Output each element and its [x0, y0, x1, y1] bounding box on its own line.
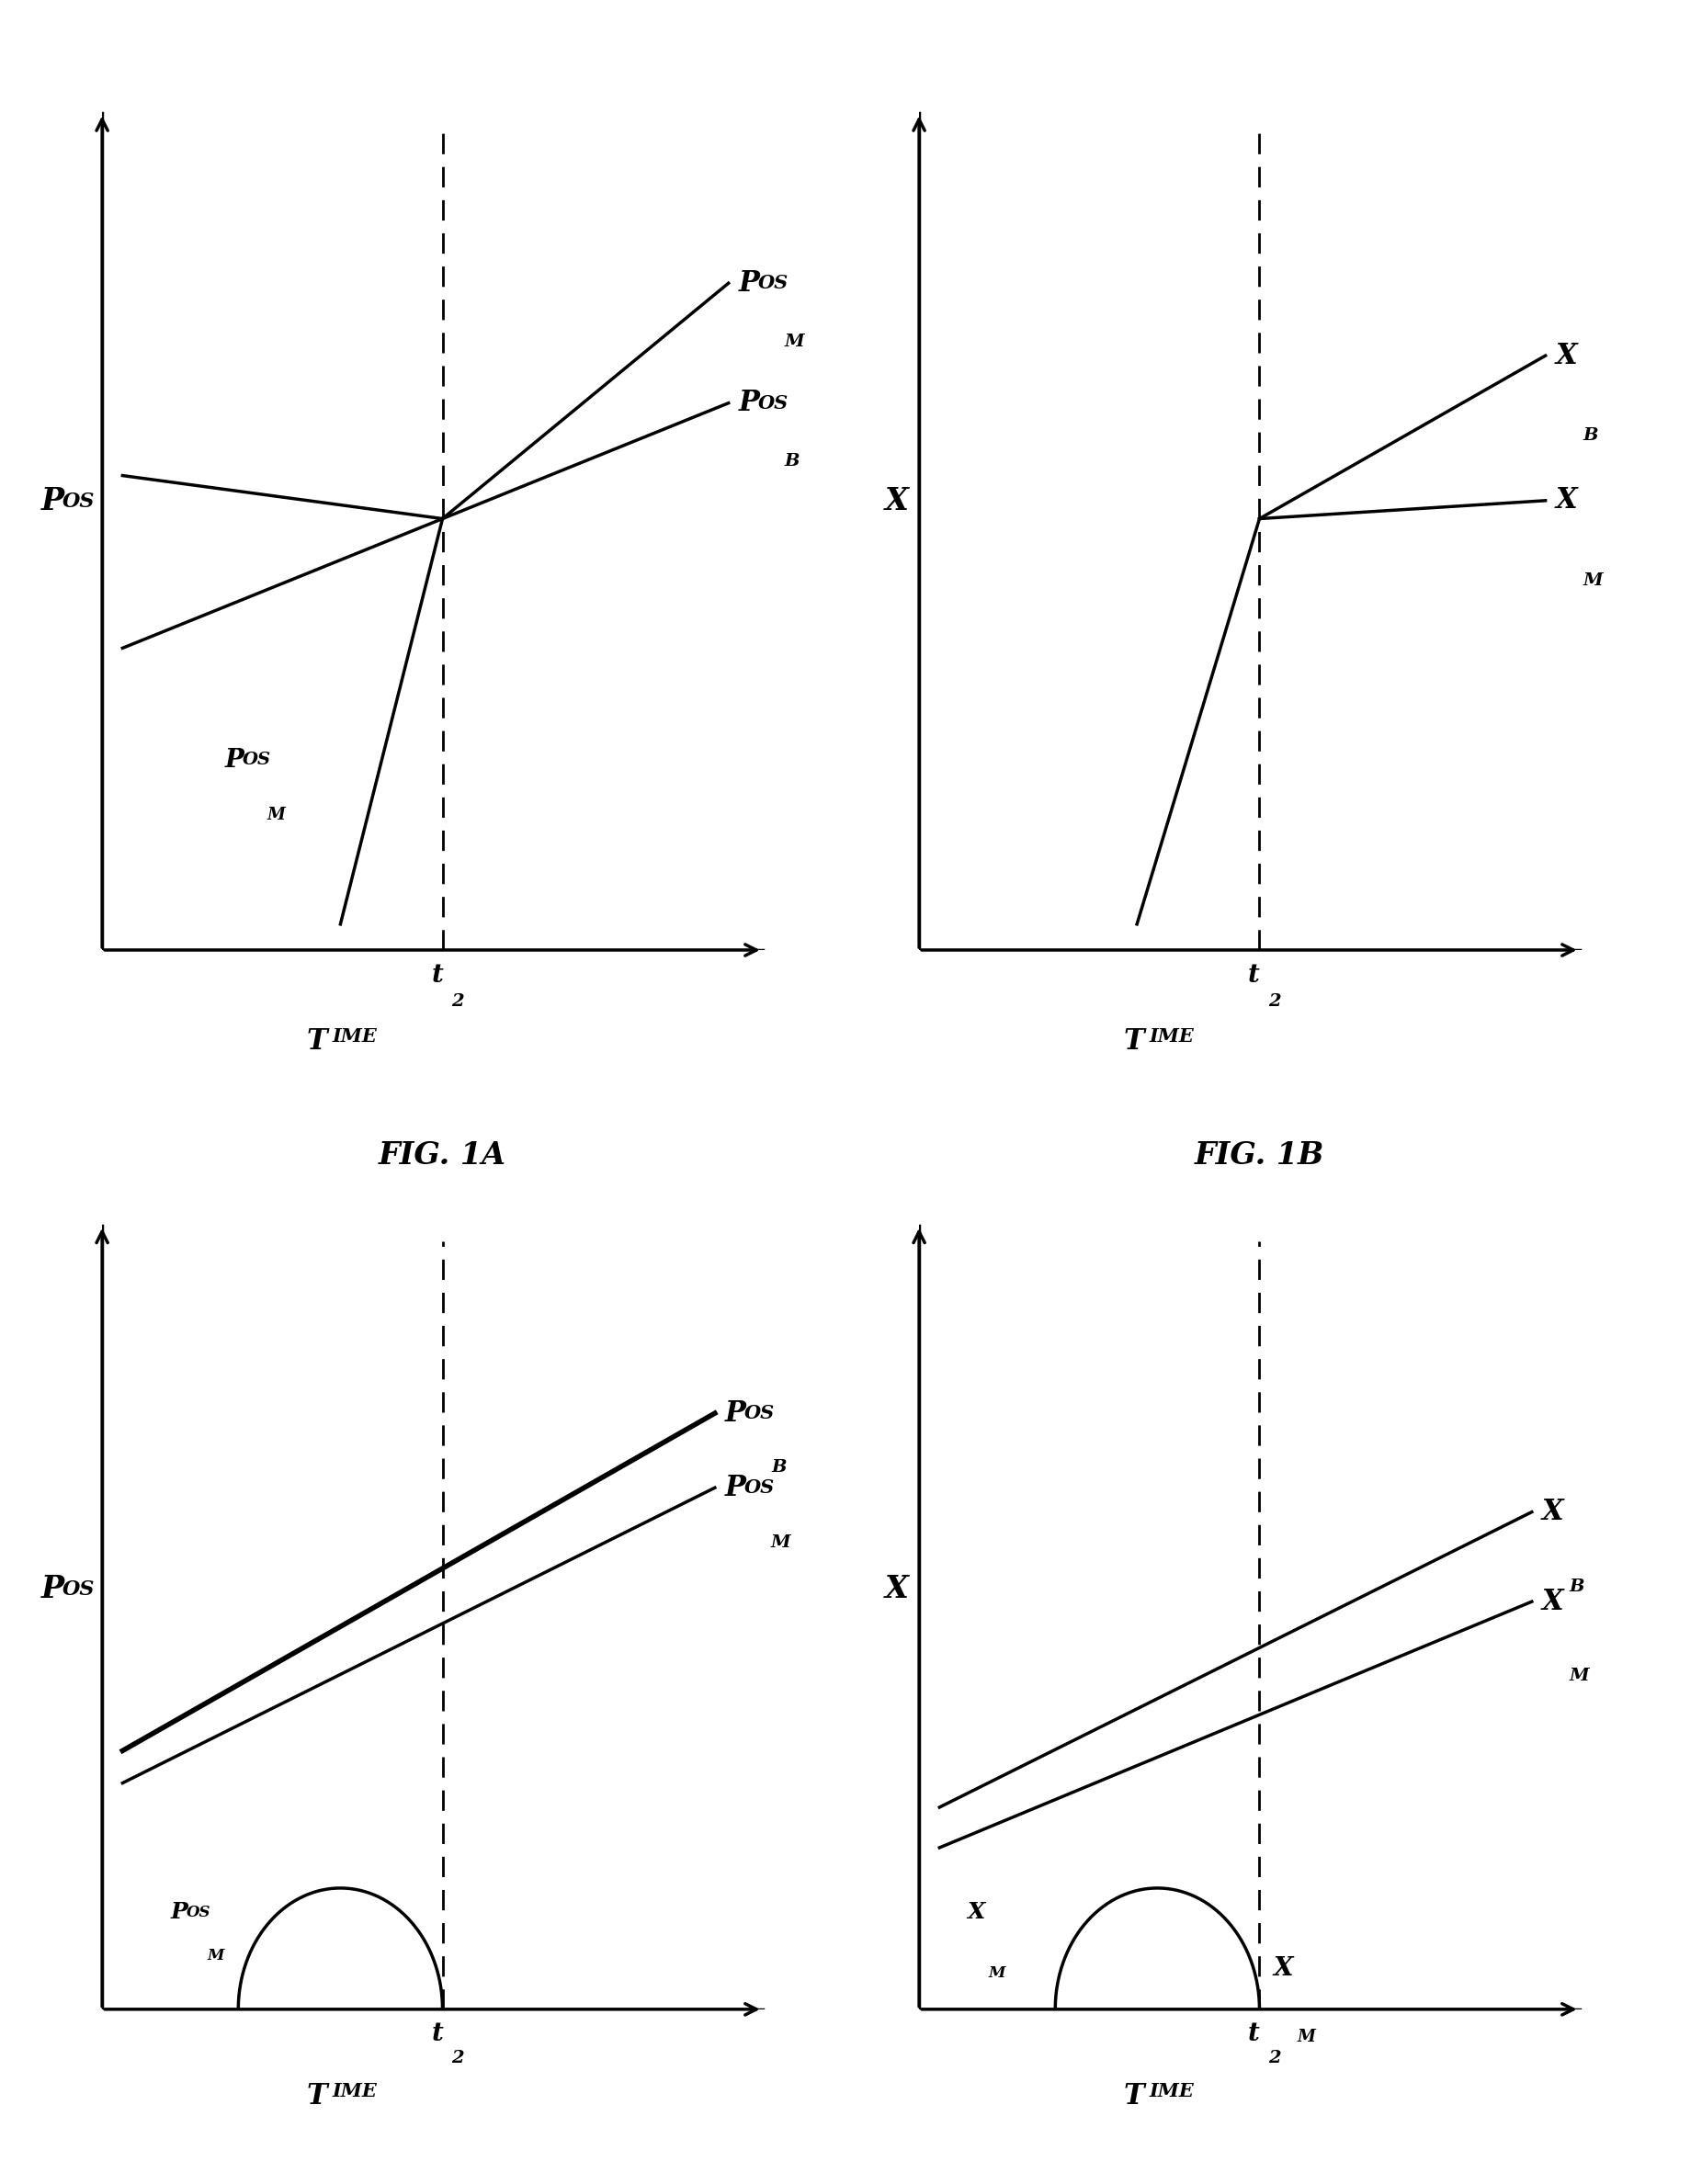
- Text: P: P: [739, 269, 759, 297]
- Text: P: P: [725, 1400, 745, 1428]
- Text: P: P: [41, 487, 65, 518]
- Text: X: X: [1556, 487, 1578, 515]
- Text: OS: OS: [757, 273, 788, 293]
- Text: M: M: [267, 806, 286, 823]
- Text: IME: IME: [1149, 1029, 1193, 1046]
- Text: t: t: [1248, 2022, 1259, 2046]
- Text: FIG. 1B: FIG. 1B: [1195, 1140, 1324, 1171]
- Text: M: M: [208, 1948, 225, 1963]
- Text: M: M: [1569, 1669, 1590, 1684]
- Text: OS: OS: [744, 1404, 774, 1422]
- Text: OS: OS: [744, 1479, 774, 1496]
- Text: P: P: [41, 1575, 65, 1605]
- Text: T: T: [306, 2081, 327, 2110]
- Text: T: T: [1123, 2081, 1144, 2110]
- Text: IME: IME: [332, 1029, 376, 1046]
- Text: M: M: [1583, 572, 1603, 587]
- Text: T: T: [1123, 1029, 1144, 1057]
- Text: B: B: [1569, 1579, 1585, 1594]
- Text: X: X: [1542, 1498, 1564, 1527]
- Text: B: B: [771, 1459, 786, 1476]
- Text: OS: OS: [242, 751, 271, 769]
- Text: T: T: [306, 1029, 327, 1057]
- Text: M: M: [771, 1533, 791, 1551]
- Text: OS: OS: [61, 1579, 95, 1599]
- Text: X: X: [967, 1902, 984, 1924]
- Text: M: M: [785, 334, 805, 349]
- Text: t: t: [1248, 963, 1259, 987]
- Text: t: t: [431, 2022, 443, 2046]
- Text: X: X: [885, 1575, 909, 1605]
- Text: P: P: [725, 1474, 745, 1503]
- Text: t: t: [431, 963, 443, 987]
- Text: P: P: [739, 389, 759, 417]
- Text: X: X: [1273, 1957, 1294, 1981]
- Text: M: M: [1297, 2029, 1316, 2044]
- Text: B: B: [785, 452, 800, 470]
- Text: X: X: [1556, 341, 1578, 369]
- Text: OS: OS: [757, 393, 788, 413]
- Text: X: X: [1542, 1588, 1564, 1616]
- Text: OS: OS: [61, 491, 95, 511]
- Text: FIG. 1A: FIG. 1A: [378, 1140, 507, 1171]
- Text: OS: OS: [186, 1904, 211, 1920]
- Text: 2: 2: [451, 2049, 463, 2066]
- Text: B: B: [1583, 428, 1598, 443]
- Text: P: P: [225, 747, 243, 773]
- Text: IME: IME: [332, 2081, 376, 2101]
- Text: X: X: [885, 487, 909, 518]
- Text: P: P: [170, 1902, 187, 1924]
- Text: 2: 2: [1268, 2049, 1280, 2066]
- Text: M: M: [989, 1966, 1006, 1981]
- Text: 2: 2: [451, 994, 463, 1009]
- Text: 2: 2: [1268, 994, 1280, 1009]
- Text: IME: IME: [1149, 2081, 1193, 2101]
